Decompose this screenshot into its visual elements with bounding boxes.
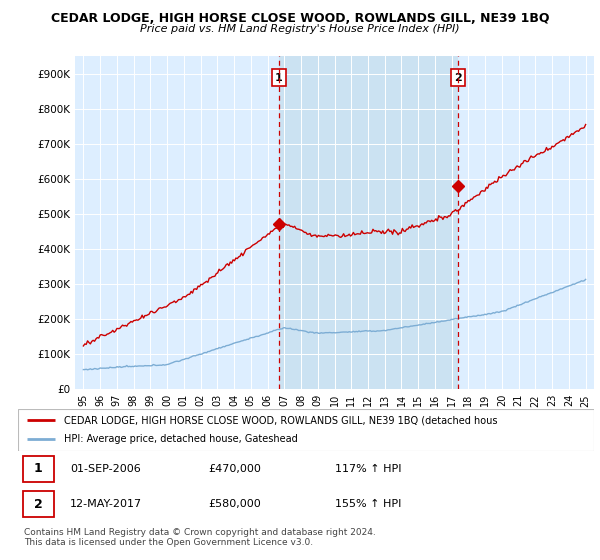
FancyBboxPatch shape [23,491,54,517]
Text: Contains HM Land Registry data © Crown copyright and database right 2024.
This d: Contains HM Land Registry data © Crown c… [24,528,376,547]
Text: CEDAR LODGE, HIGH HORSE CLOSE WOOD, ROWLANDS GILL, NE39 1BQ: CEDAR LODGE, HIGH HORSE CLOSE WOOD, ROWL… [51,12,549,25]
Text: Price paid vs. HM Land Registry's House Price Index (HPI): Price paid vs. HM Land Registry's House … [140,24,460,34]
Text: CEDAR LODGE, HIGH HORSE CLOSE WOOD, ROWLANDS GILL, NE39 1BQ (detached hous: CEDAR LODGE, HIGH HORSE CLOSE WOOD, ROWL… [64,415,497,425]
Text: £470,000: £470,000 [208,464,261,474]
Text: 2: 2 [454,73,461,83]
Text: 1: 1 [34,463,43,475]
FancyBboxPatch shape [18,409,594,451]
Text: 117% ↑ HPI: 117% ↑ HPI [335,464,401,474]
Text: HPI: Average price, detached house, Gateshead: HPI: Average price, detached house, Gate… [64,435,298,445]
Text: 1: 1 [275,73,283,83]
FancyBboxPatch shape [23,456,54,482]
Text: 12-MAY-2017: 12-MAY-2017 [70,499,142,509]
Text: 01-SEP-2006: 01-SEP-2006 [70,464,140,474]
Text: £580,000: £580,000 [208,499,261,509]
Text: 155% ↑ HPI: 155% ↑ HPI [335,499,401,509]
Bar [279,56,458,389]
Text: 2: 2 [34,497,43,511]
